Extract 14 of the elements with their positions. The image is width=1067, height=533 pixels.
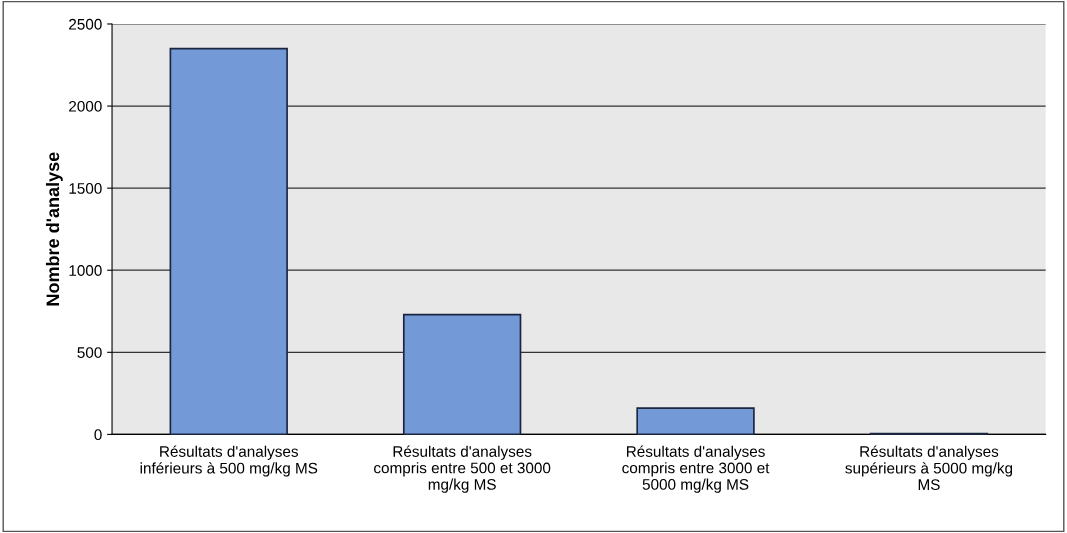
x-tick-label: Résultats d'analyses compris entre 3000 et 5000 mg/kg MS — [622, 445, 770, 493]
y-tick-label: 0 — [94, 429, 102, 441]
bar — [402, 313, 522, 435]
y-tick-label: 2500 — [69, 18, 102, 30]
x-tick-label: Résultats d'analyses inférieurs à 500 mg/kg MS — [140, 445, 318, 477]
y-axis-title: Nombre d'analyse — [45, 152, 63, 306]
y-tick-label: 1500 — [69, 183, 102, 194]
bar — [636, 407, 755, 435]
x-tick-label: Résultats d'analyses supérieurs à 5000 mg/kg MS — [845, 445, 1013, 491]
x-tick-label: Résultats d'analyses compris entre 500 et 3000 mg/kg MS — [374, 445, 551, 493]
y-tick-label: 500 — [77, 347, 102, 358]
bar — [169, 47, 288, 435]
y-tick-label: 2000 — [69, 100, 102, 112]
y-tick-label: 1000 — [69, 265, 102, 276]
